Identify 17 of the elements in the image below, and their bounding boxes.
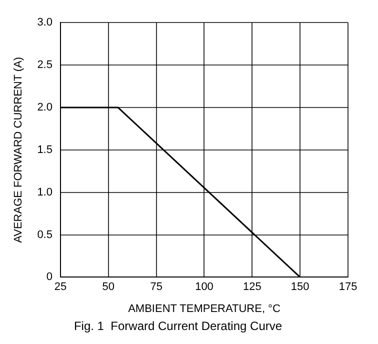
y-tick-label: 2.0: [37, 102, 52, 114]
x-tick-label: 100: [195, 280, 214, 293]
caption: Fig. 1 Forward Current Derating Curve: [74, 319, 282, 334]
x-tick-label: 25: [54, 280, 67, 293]
y-axis-title: AVERAGE FORWARD CURRENT (A): [12, 56, 25, 243]
x-tick-label: 150: [290, 280, 310, 293]
x-tick-label: 50: [102, 280, 115, 293]
y-tick-label: 2.5: [37, 59, 52, 72]
y-tick-label: 1.0: [37, 186, 52, 198]
y-tick-label: 1.5: [37, 144, 52, 156]
x-tick-label: 175: [338, 280, 358, 293]
y-tick-label: 0.5: [37, 228, 52, 241]
x-tick-label: 75: [150, 280, 162, 293]
y-tick-label: 3.0: [37, 16, 52, 29]
x-tick-label: 125: [242, 280, 262, 293]
x-axis-title: AMBIENT TEMPERATURE, °C: [128, 303, 280, 316]
y-tick-label: 0: [46, 271, 52, 284]
